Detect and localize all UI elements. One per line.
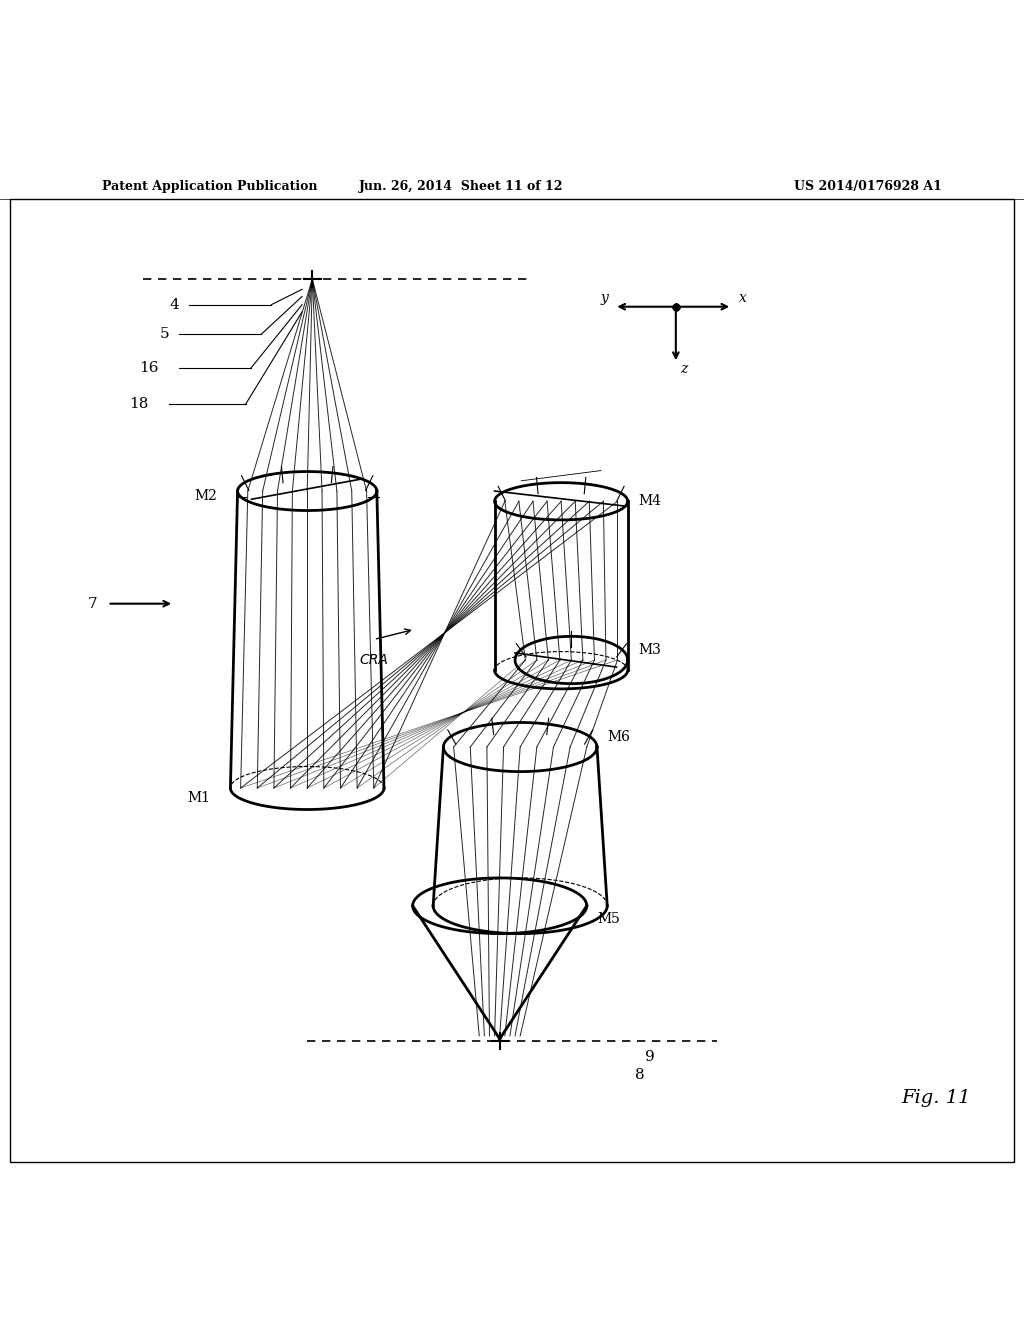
Text: M2: M2: [195, 490, 217, 503]
Text: Jun. 26, 2014  Sheet 11 of 12: Jun. 26, 2014 Sheet 11 of 12: [358, 181, 563, 194]
Text: 16: 16: [139, 362, 159, 375]
Text: 5: 5: [160, 327, 169, 342]
Text: M3: M3: [638, 643, 660, 657]
Text: 7: 7: [88, 597, 97, 611]
Text: 9: 9: [645, 1051, 655, 1064]
Text: Fig. 11: Fig. 11: [901, 1089, 971, 1107]
Text: x: x: [738, 290, 746, 305]
Text: z: z: [680, 362, 688, 376]
Text: Patent Application Publication: Patent Application Publication: [102, 181, 317, 194]
Text: 18: 18: [129, 397, 148, 411]
Text: US 2014/0176928 A1: US 2014/0176928 A1: [795, 181, 942, 194]
Text: M4: M4: [638, 494, 660, 508]
Text: 8: 8: [635, 1068, 644, 1081]
Text: M5: M5: [597, 912, 620, 927]
Text: y: y: [600, 290, 608, 305]
Text: CRA: CRA: [359, 653, 388, 667]
Text: 4: 4: [169, 298, 179, 312]
Text: M1: M1: [187, 791, 210, 805]
Text: M6: M6: [607, 730, 630, 743]
